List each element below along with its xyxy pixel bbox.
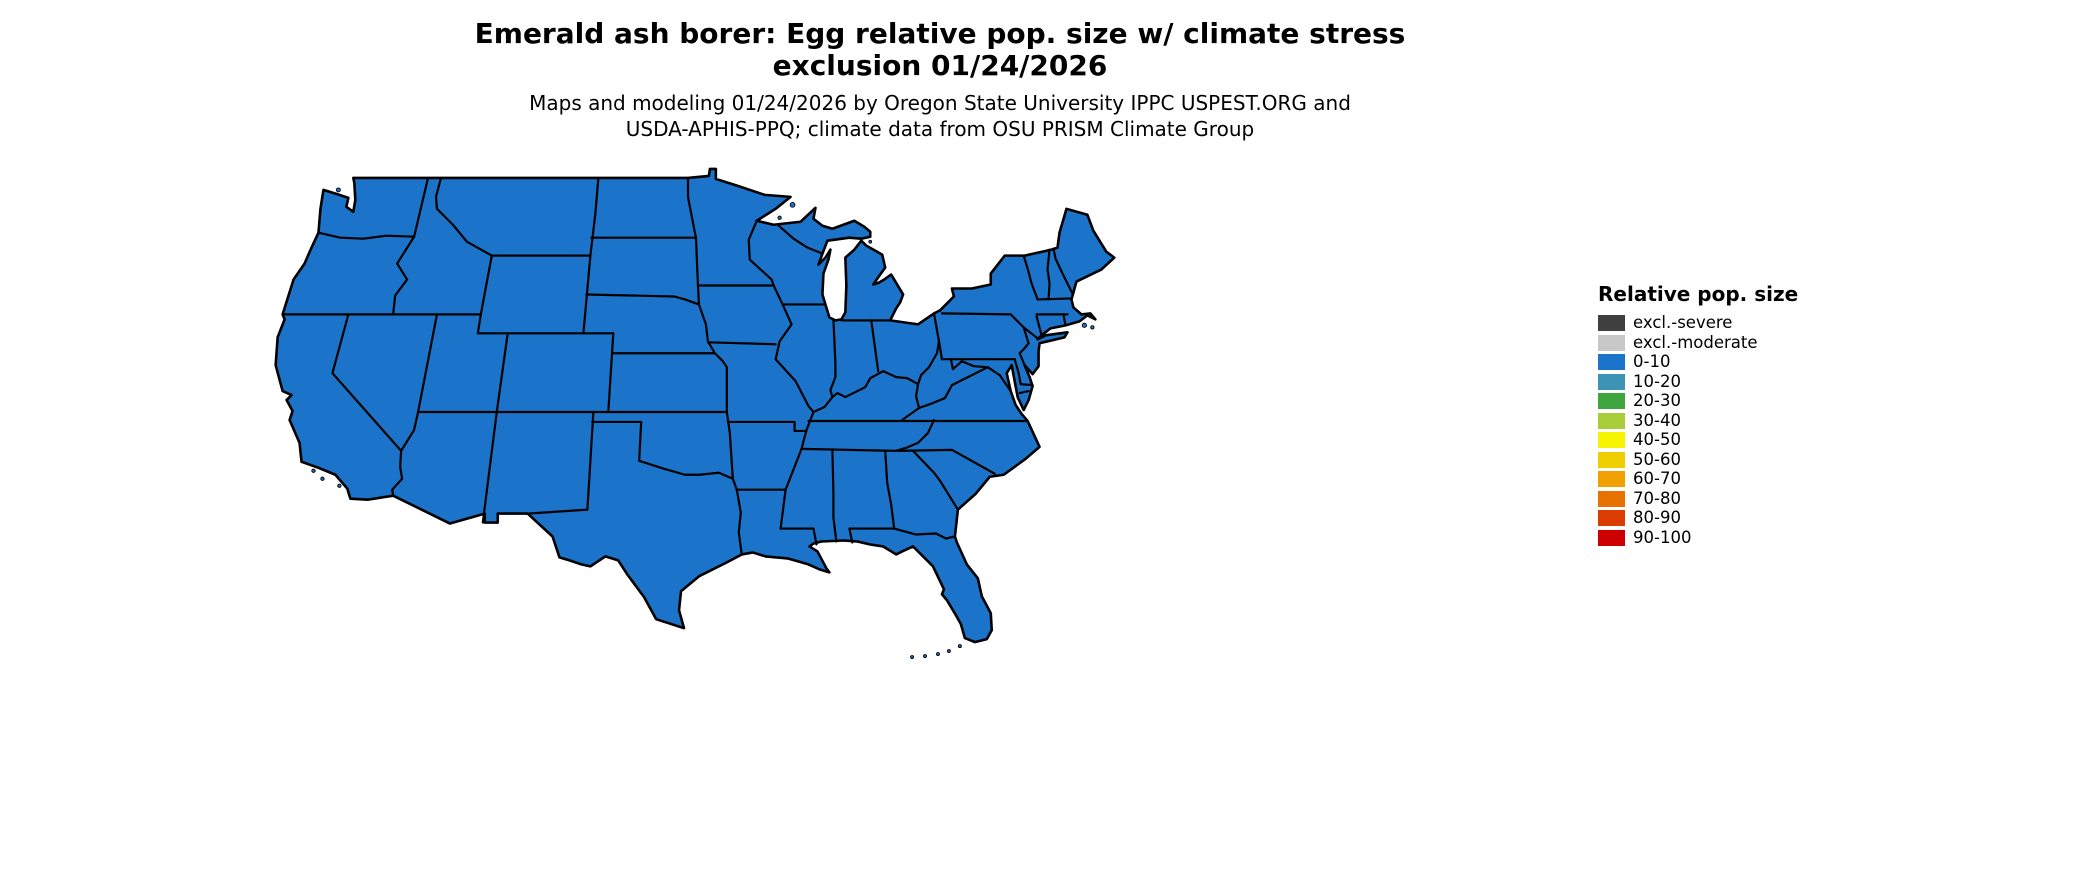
legend-item: excl.-moderate <box>1598 332 1828 352</box>
island-dot <box>946 649 951 653</box>
legend-items: excl.-severe excl.-moderate 0-10 10-20 20-30… <box>1598 313 1828 547</box>
figure-subtitle-line2: USDA-APHIS-PPQ; climate data from OSU PR… <box>625 117 1255 141</box>
island-dot <box>923 654 927 658</box>
legend-item: excl.-severe <box>1598 313 1828 332</box>
legend-item-label: 10-20 <box>1633 371 1681 391</box>
legend-item-label: 20-30 <box>1633 391 1681 410</box>
legend-item-label: excl.-severe <box>1633 313 1733 332</box>
legend-item: 80-90 <box>1598 508 1828 527</box>
legend: Relative pop. size excl.-severe excl.-mod… <box>1598 282 1828 549</box>
legend-swatch <box>1598 412 1625 429</box>
island-dot <box>789 201 796 208</box>
legend-item: 90-100 <box>1598 527 1828 547</box>
legend-item: 50-60 <box>1598 449 1828 469</box>
legend-item-label: 0-10 <box>1633 352 1671 371</box>
legend-swatch <box>1598 451 1625 468</box>
legend-item: 0-10 <box>1598 352 1828 371</box>
legend-item: 20-30 <box>1598 391 1828 410</box>
figure-title: Emerald ash borer: Egg relative pop. siz… <box>0 18 1880 82</box>
legend-item: 60-70 <box>1598 469 1828 488</box>
legend-swatch <box>1598 393 1625 410</box>
island-dot <box>311 468 316 473</box>
legend-item-label: 60-70 <box>1633 469 1681 488</box>
legend-item: 10-20 <box>1598 371 1828 391</box>
island-dot <box>910 655 915 659</box>
figure-subtitle: Maps and modeling 01/24/2026 by Oregon S… <box>0 90 1880 142</box>
legend-item-label: 50-60 <box>1633 449 1681 469</box>
legend-swatch <box>1598 334 1625 351</box>
legend-item: 30-40 <box>1598 410 1828 430</box>
island-dot <box>936 652 940 656</box>
island-dot <box>335 187 341 193</box>
island-dot <box>320 476 325 481</box>
island-dot <box>777 215 782 220</box>
legend-item-label: excl.-moderate <box>1633 332 1758 352</box>
figure-title-line2: exclusion 01/24/2026 <box>772 49 1108 82</box>
legend-item-label: 30-40 <box>1633 410 1681 430</box>
legend-item: 70-80 <box>1598 488 1828 508</box>
figure-subtitle-line1: Maps and modeling 01/24/2026 by Oregon S… <box>529 91 1351 115</box>
island-dot <box>868 239 873 244</box>
legend-item: 40-50 <box>1598 430 1828 449</box>
legend-item-label: 40-50 <box>1633 430 1681 449</box>
island-dot <box>1081 322 1087 328</box>
state-borders <box>281 176 1074 556</box>
legend-swatch <box>1598 315 1625 332</box>
legend-swatch <box>1598 432 1625 449</box>
us-map <box>226 164 1142 666</box>
legend-item-label: 90-100 <box>1633 527 1692 547</box>
legend-swatch <box>1598 354 1625 371</box>
legend-item-label: 80-90 <box>1633 508 1681 527</box>
legend-swatch <box>1598 471 1625 488</box>
legend-swatch <box>1598 490 1625 507</box>
figure-title-line1: Emerald ash borer: Egg relative pop. siz… <box>474 17 1406 50</box>
legend-swatch <box>1598 373 1625 390</box>
island-dot <box>1090 325 1095 330</box>
legend-title: Relative pop. size <box>1598 282 1799 306</box>
us-map-svg <box>274 167 1116 659</box>
island-dots <box>311 187 1095 659</box>
legend-swatch <box>1598 529 1625 546</box>
island-dot <box>337 483 342 488</box>
legend-item-label: 70-80 <box>1633 488 1681 508</box>
island-dot <box>957 644 962 649</box>
legend-swatch <box>1598 510 1625 527</box>
